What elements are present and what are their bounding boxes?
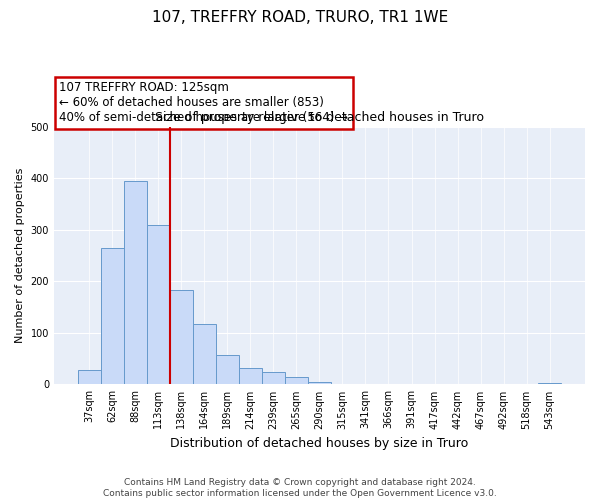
Bar bbox=[538, 383, 561, 384]
Title: Size of property relative to detached houses in Truro: Size of property relative to detached ho… bbox=[155, 112, 484, 124]
Bar bbox=[193, 324, 215, 384]
Bar bbox=[124, 181, 146, 384]
Bar bbox=[147, 224, 170, 384]
Bar bbox=[285, 376, 308, 384]
Y-axis label: Number of detached properties: Number of detached properties bbox=[15, 168, 25, 344]
Bar bbox=[239, 368, 262, 384]
Text: 107, TREFFRY ROAD, TRURO, TR1 1WE: 107, TREFFRY ROAD, TRURO, TR1 1WE bbox=[152, 10, 448, 25]
Bar bbox=[308, 382, 331, 384]
Text: 107 TREFFRY ROAD: 125sqm
← 60% of detached houses are smaller (853)
40% of semi-: 107 TREFFRY ROAD: 125sqm ← 60% of detach… bbox=[59, 82, 348, 124]
Bar bbox=[101, 248, 124, 384]
Bar bbox=[262, 372, 285, 384]
X-axis label: Distribution of detached houses by size in Truro: Distribution of detached houses by size … bbox=[170, 437, 469, 450]
Bar bbox=[216, 354, 239, 384]
Bar bbox=[78, 370, 101, 384]
Text: Contains HM Land Registry data © Crown copyright and database right 2024.
Contai: Contains HM Land Registry data © Crown c… bbox=[103, 478, 497, 498]
Bar bbox=[170, 290, 193, 384]
